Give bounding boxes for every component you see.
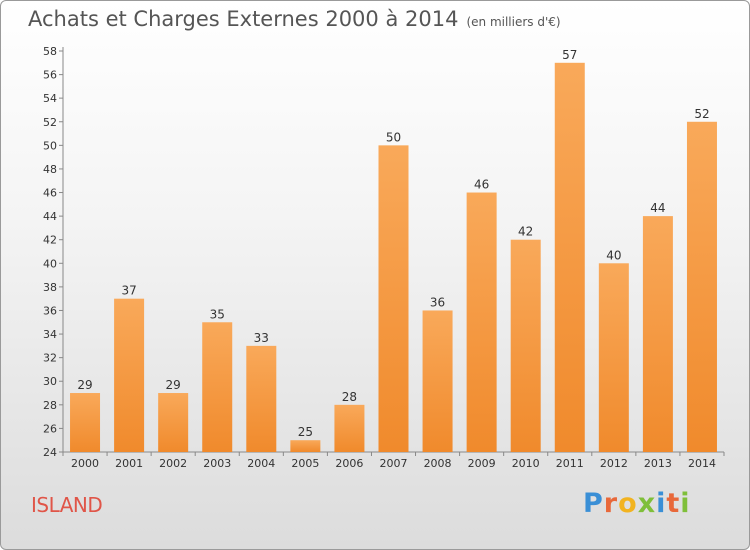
bar (554, 62, 585, 452)
data-label: 42 (518, 225, 533, 239)
data-label: 40 (606, 248, 621, 262)
data-label: 33 (254, 331, 269, 345)
x-tick-label: 2002 (159, 457, 187, 470)
proxiti-logo: Proxiti (583, 488, 691, 519)
y-tick-label: 52 (43, 116, 57, 129)
logo-letter: P (583, 488, 604, 519)
y-tick-label: 24 (43, 446, 57, 459)
data-label: 50 (386, 130, 401, 144)
logo-letter: i (656, 488, 667, 519)
data-label: 35 (210, 307, 225, 321)
x-tick-label: 2007 (380, 457, 408, 470)
data-label: 29 (77, 378, 92, 392)
y-tick-label: 58 (43, 45, 57, 58)
bar (686, 121, 717, 452)
bar (334, 404, 365, 452)
y-tick-label: 38 (43, 281, 57, 294)
chart-title: Achats et Charges Externes 2000 à 2014 (e… (28, 7, 561, 31)
y-tick-label: 42 (43, 234, 57, 247)
data-label: 52 (694, 107, 709, 121)
data-label: 37 (121, 284, 136, 298)
y-tick-label: 44 (43, 210, 57, 223)
bar (378, 145, 409, 452)
y-tick-label: 54 (43, 92, 57, 105)
data-label: 46 (474, 178, 489, 192)
y-tick-label: 26 (43, 422, 57, 435)
bar (70, 393, 101, 452)
data-label: 29 (166, 378, 181, 392)
y-tick-label: 56 (43, 69, 57, 82)
x-tick-label: 2013 (644, 457, 672, 470)
x-tick-label: 2003 (203, 457, 231, 470)
chart-title-text: Achats et Charges Externes 2000 à 2014 (28, 7, 459, 31)
bar (290, 440, 321, 452)
x-tick-label: 2009 (468, 457, 496, 470)
logo-letter: o (618, 488, 638, 519)
logo-letter: x (637, 488, 657, 519)
x-tick-label: 2011 (556, 457, 584, 470)
x-tick-label: 2008 (424, 457, 452, 470)
data-label: 57 (562, 48, 577, 62)
y-tick-label: 48 (43, 163, 57, 176)
y-tick-label: 50 (43, 139, 57, 152)
data-label: 44 (650, 201, 665, 215)
y-tick-label: 34 (43, 328, 57, 341)
logo-letter: r (603, 488, 619, 519)
bar (246, 345, 277, 452)
bar (510, 239, 541, 452)
y-tick-label: 40 (43, 257, 57, 270)
y-tick-label: 30 (43, 375, 57, 388)
x-tick-label: 2014 (688, 457, 716, 470)
logo-letter: i (680, 488, 691, 519)
bar (158, 393, 189, 452)
x-tick-label: 2001 (115, 457, 143, 470)
y-tick-label: 28 (43, 399, 57, 412)
bar (598, 263, 629, 452)
data-label: 36 (430, 295, 445, 309)
x-tick-label: 2010 (512, 457, 540, 470)
x-tick-label: 2006 (335, 457, 363, 470)
bar (202, 322, 233, 452)
bar (642, 216, 673, 452)
x-tick-label: 2004 (247, 457, 275, 470)
data-label: 25 (298, 425, 313, 439)
x-tick-label: 2012 (600, 457, 628, 470)
commune-name: ISLAND (31, 493, 103, 517)
bar (466, 192, 497, 452)
x-tick-label: 2000 (71, 457, 99, 470)
y-tick-label: 32 (43, 352, 57, 365)
bar (422, 310, 453, 452)
x-tick-label: 2005 (291, 457, 319, 470)
y-tick-label: 46 (43, 187, 57, 200)
data-label: 28 (342, 390, 357, 404)
y-tick-label: 36 (43, 304, 57, 317)
chart-unit: (en milliers d'€) (466, 15, 561, 29)
logo-letter: t (666, 488, 681, 519)
bar (114, 298, 145, 452)
